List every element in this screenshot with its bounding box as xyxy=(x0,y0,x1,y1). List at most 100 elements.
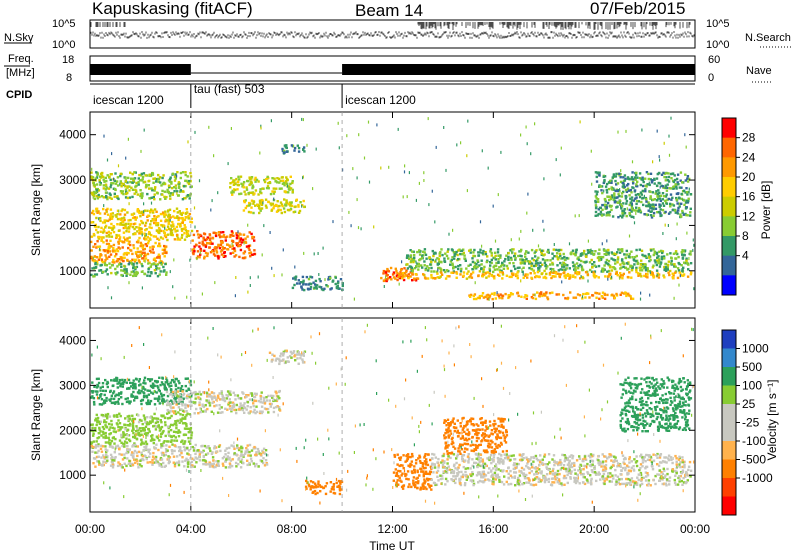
heatmap-cell xyxy=(152,386,155,389)
heatmap-cell xyxy=(153,397,157,400)
heatmap-cell xyxy=(605,204,608,207)
heatmap-cell xyxy=(660,173,664,176)
heatmap-cell xyxy=(228,407,232,410)
heatmap-cell xyxy=(115,253,118,256)
heatmap-cell xyxy=(476,259,479,262)
heatmap-cell xyxy=(402,278,406,282)
heatmap-cell xyxy=(204,245,208,248)
heatmap-cell xyxy=(617,216,620,219)
heatmap-cell xyxy=(186,194,190,197)
heatmap-cell xyxy=(188,194,192,197)
heatmap-cell xyxy=(664,266,668,269)
heatmap-cell xyxy=(148,448,151,451)
heatmap-cell xyxy=(577,256,580,259)
heatmap-cell xyxy=(167,458,170,461)
heatmap-cell xyxy=(278,187,281,190)
heatmap-cell xyxy=(484,252,488,256)
heatmap-cell xyxy=(143,445,146,449)
heatmap-cell xyxy=(392,271,396,274)
heatmap-cell xyxy=(90,273,93,277)
heatmap-cell xyxy=(173,227,176,231)
heatmap-cell xyxy=(324,492,328,496)
heatmap-cell xyxy=(157,399,160,403)
heatmap-cell xyxy=(230,234,233,237)
heatmap-cell xyxy=(511,273,515,277)
heatmap-cell xyxy=(670,177,673,180)
heatmap-cell xyxy=(514,256,517,260)
heatmap-cell xyxy=(627,255,631,258)
heatmap-cell xyxy=(91,450,94,453)
heatmap-cell xyxy=(190,185,193,188)
heatmap-cell xyxy=(129,400,132,403)
heatmap-cell xyxy=(149,421,152,425)
heatmap-cell xyxy=(139,250,142,254)
heatmap-cell xyxy=(507,294,510,297)
heatmap-cell xyxy=(652,264,655,267)
heatmap-cell xyxy=(119,385,122,388)
heatmap-cell xyxy=(597,212,600,216)
heatmap-cell xyxy=(138,236,141,240)
heatmap-cell xyxy=(568,267,571,270)
heatmap-cell xyxy=(524,252,527,255)
heatmap-cell xyxy=(412,277,416,280)
heatmap-cell xyxy=(229,390,232,393)
heatmap-cell xyxy=(473,248,476,252)
heatmap-cell xyxy=(574,214,576,218)
heatmap-cell xyxy=(635,206,638,209)
heatmap-cell xyxy=(213,445,216,448)
heatmap-cell xyxy=(622,292,626,295)
heatmap-cell xyxy=(293,355,296,358)
heatmap-cell xyxy=(526,273,529,276)
heatmap-cell xyxy=(172,285,174,289)
heatmap-cell xyxy=(681,253,684,256)
heatmap-cell xyxy=(561,268,564,271)
heatmap-cell xyxy=(163,251,166,255)
heatmap-cell xyxy=(523,296,526,299)
heatmap-cell xyxy=(280,187,283,190)
heatmap-cell xyxy=(459,270,463,273)
heatmap-cell xyxy=(613,194,616,197)
heatmap-cell xyxy=(588,261,592,264)
heatmap-cell xyxy=(125,230,128,233)
heatmap-cell xyxy=(125,270,128,273)
heatmap-cell xyxy=(130,385,133,388)
heatmap-cell xyxy=(667,224,669,227)
heatmap-cell xyxy=(96,187,99,191)
heatmap-cell xyxy=(130,249,133,252)
heatmap-cell xyxy=(521,270,524,273)
heatmap-cell xyxy=(638,177,642,180)
heatmap-cell xyxy=(114,394,117,398)
heatmap-cell xyxy=(119,213,122,216)
heatmap-cell xyxy=(161,248,164,251)
heatmap-cell xyxy=(647,201,650,204)
heatmap-cell xyxy=(106,459,109,462)
heatmap-cell xyxy=(127,242,130,246)
heatmap-cell xyxy=(164,262,167,266)
heatmap-cell xyxy=(132,262,135,266)
heatmap-cell xyxy=(595,292,599,295)
heatmap-cell xyxy=(117,240,120,244)
heatmap-cell xyxy=(141,454,144,458)
heatmap-cell xyxy=(394,277,397,280)
heatmap-cell xyxy=(212,253,216,256)
heatmap-cell xyxy=(152,211,155,214)
heatmap-cell xyxy=(584,271,588,274)
heatmap-cell xyxy=(109,239,112,242)
heatmap-cell xyxy=(452,251,456,254)
heatmap-cell xyxy=(460,249,464,253)
heatmap-cell xyxy=(107,226,111,229)
heatmap-cell xyxy=(287,203,290,206)
heatmap-cell xyxy=(630,210,633,213)
heatmap-cell xyxy=(187,431,190,434)
heatmap-cell xyxy=(122,236,126,239)
heatmap-cell xyxy=(120,464,123,467)
heatmap-cell xyxy=(93,275,96,278)
heatmap-cell xyxy=(534,264,537,267)
heatmap-cell xyxy=(520,248,523,252)
heatmap-cell xyxy=(396,271,399,275)
heatmap-cell xyxy=(272,394,275,398)
heatmap-cell xyxy=(158,273,161,276)
heatmap-cell xyxy=(262,399,266,402)
heatmap-cell xyxy=(153,424,156,428)
heatmap-cell xyxy=(192,233,196,237)
